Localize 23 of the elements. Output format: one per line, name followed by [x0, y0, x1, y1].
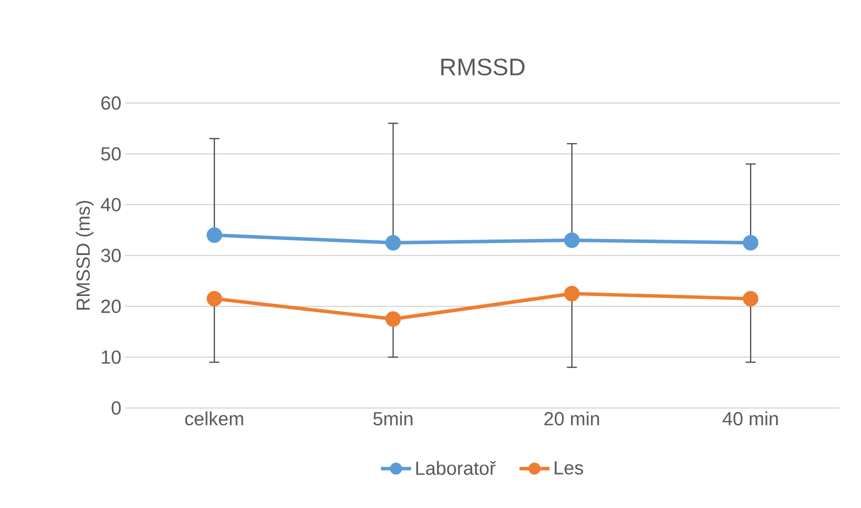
y-tick-label: 20 [101, 300, 121, 314]
y-tick-label: 60 [101, 96, 121, 110]
legend-label: Les [554, 461, 584, 475]
legend-label: Laboratoř [416, 460, 496, 475]
x-tick-label: 40 min [722, 412, 778, 426]
y-tick-label: 40 [100, 198, 121, 212]
point [385, 235, 401, 251]
point [742, 290, 758, 306]
y-tick-label: 0 [112, 401, 121, 415]
x-tick-label: 5min [373, 412, 412, 426]
y-tick-label: 10 [102, 350, 121, 364]
point [564, 286, 580, 302]
point [206, 227, 222, 243]
y-axis-title: RMSSD (ms) [76, 200, 94, 310]
y-tick-label: 30 [101, 248, 121, 262]
y-tick-label: 50 [101, 147, 121, 161]
chart-title: RMSSD [441, 58, 525, 76]
point [564, 232, 580, 248]
point [385, 311, 401, 327]
point [742, 235, 758, 251]
point [206, 290, 222, 306]
x-tick-label: 20 min [544, 412, 600, 426]
x-tick-label: celkem [185, 412, 244, 426]
